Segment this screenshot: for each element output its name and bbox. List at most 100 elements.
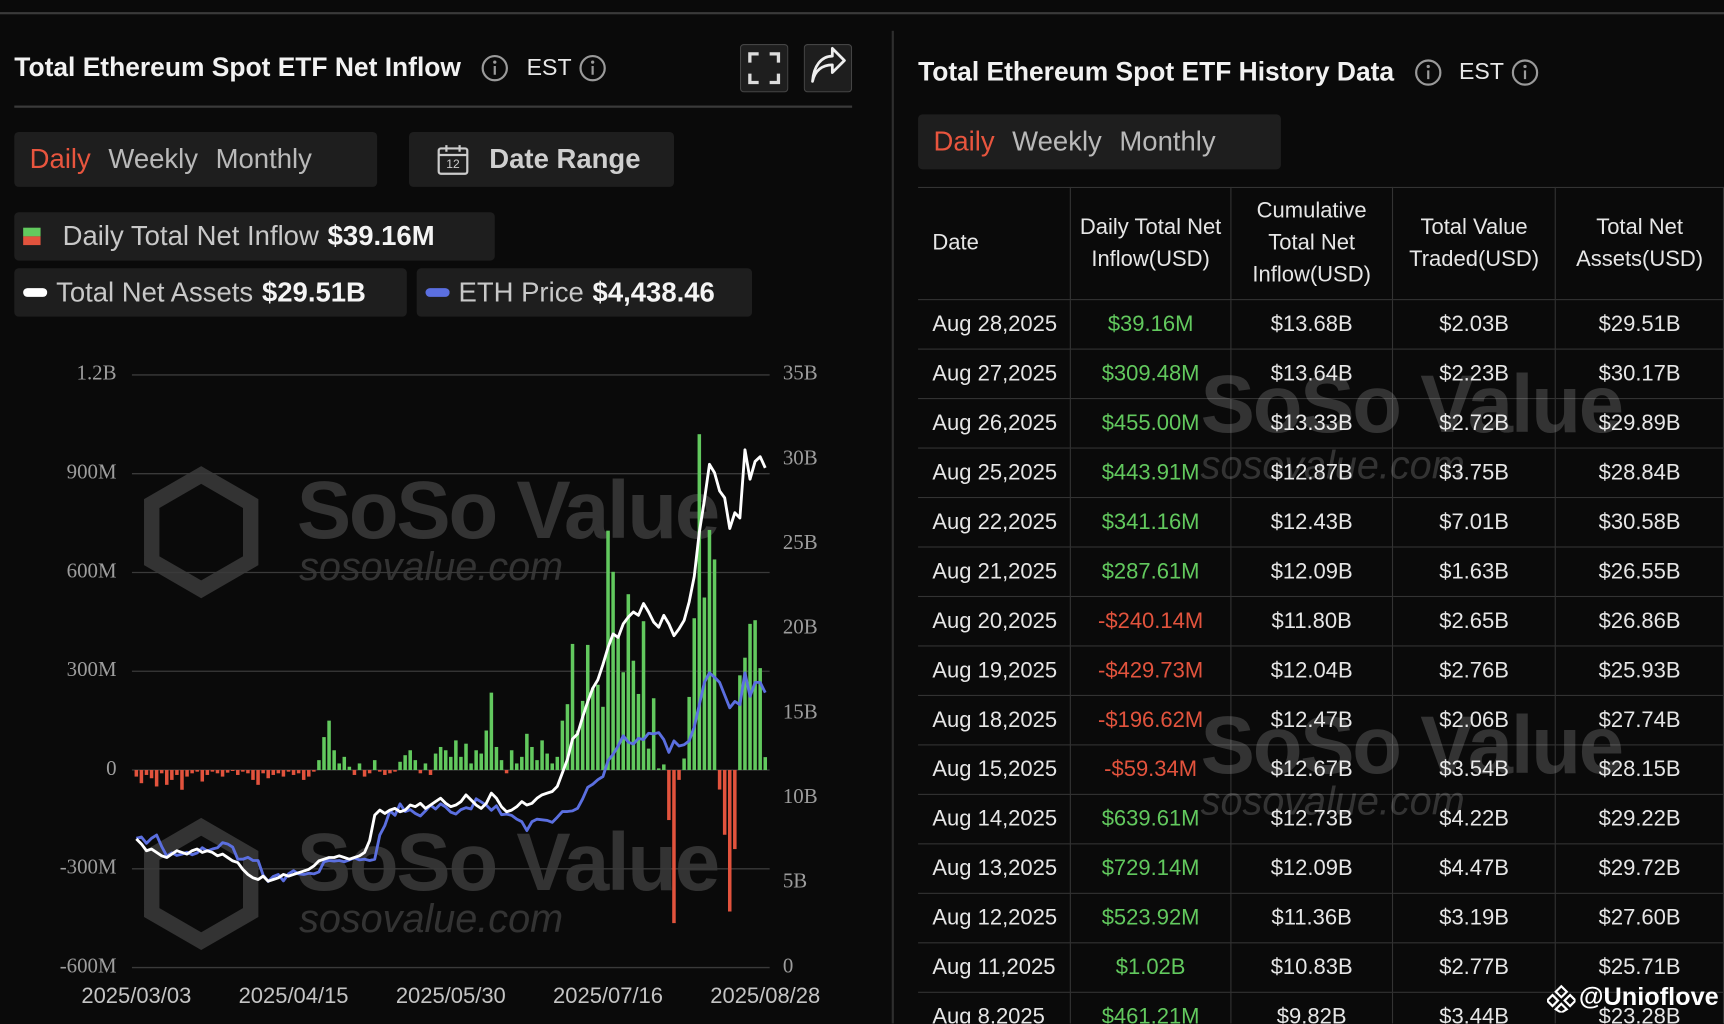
table-cell: $2.72B	[1391, 398, 1557, 449]
table-cell: $29.22B	[1555, 793, 1724, 845]
bar	[428, 770, 433, 775]
bar	[454, 740, 458, 771]
top-border	[0, 12, 1724, 14]
bar	[372, 760, 377, 771]
y-tick-label: 600M	[67, 558, 117, 582]
x-tick-label: 2025/05/30	[396, 983, 506, 1008]
bar	[398, 761, 402, 771]
bar	[251, 770, 255, 780]
bar	[180, 770, 184, 790]
table-cell: Aug 25,2025	[918, 447, 1071, 499]
table-cell: $12.09B	[1230, 843, 1393, 894]
table-row: Aug 19,2025 -$429.73M $12.04B $2.76B $25.93B	[918, 645, 1724, 696]
table-cell: $26.86B	[1555, 595, 1724, 647]
table-cell: -$240.14M	[1069, 595, 1232, 647]
bar	[230, 770, 235, 772]
bar	[484, 730, 489, 771]
table-row: Aug 21,2025 $287.61M $12.09B $1.63B $26.55B	[918, 546, 1724, 598]
column-header: Cumulative Total Net Inflow(USD)	[1230, 186, 1393, 301]
bar	[144, 770, 149, 775]
table-cell: $1.63B	[1391, 546, 1557, 598]
bar	[449, 756, 453, 771]
tab[interactable]: Daily	[933, 125, 995, 157]
bar	[464, 743, 468, 771]
bar	[200, 770, 205, 782]
table-cell: $3.54B	[1391, 744, 1557, 795]
legend-swatch	[23, 288, 48, 297]
bar	[337, 763, 341, 771]
bar	[195, 770, 199, 772]
tab[interactable]: Daily	[29, 143, 91, 175]
column-header: Date	[918, 186, 1071, 301]
info-icon[interactable]	[480, 54, 509, 83]
bar	[682, 758, 686, 771]
bar	[261, 770, 265, 774]
info-icon[interactable]	[578, 54, 607, 83]
bar	[525, 733, 529, 771]
table-cell: $4.22B	[1391, 793, 1557, 845]
bar	[738, 675, 742, 771]
timezone: EST	[526, 54, 572, 81]
tab[interactable]: Weekly	[108, 143, 199, 175]
legend-item[interactable]: ETH Price $4,438.46	[416, 268, 753, 317]
tab[interactable]: Weekly	[1012, 125, 1102, 157]
timezone: EST	[1459, 59, 1504, 85]
chart: SoSo Value sosovalue.com SoSo Value soso…	[60, 361, 821, 1008]
bar	[591, 687, 595, 771]
bar	[677, 770, 681, 780]
y2-tick-label: 30B	[783, 445, 818, 469]
table-cell: Aug 15,2025	[918, 744, 1071, 795]
bar	[570, 643, 575, 771]
table-row: Aug 25,2025 $443.91M $12.87B $3.75B $28.84B	[918, 447, 1724, 499]
legend-item[interactable]: Daily Total Net Inflow $39.16M	[14, 212, 495, 261]
table-cell: $27.74B	[1555, 694, 1724, 746]
bar	[307, 770, 311, 777]
table-cell: $10.83B	[1230, 942, 1393, 993]
bar	[555, 756, 560, 771]
table-cell: $287.61M	[1069, 546, 1232, 598]
table-row: Aug 8,2025 $461.21M $9.82B $3.44B $23.28B	[918, 991, 1724, 1024]
x-tick-label: 2025/07/16	[553, 983, 663, 1008]
info-icon[interactable]	[1511, 58, 1540, 87]
bar	[469, 763, 473, 771]
fullscreen-button[interactable]	[739, 43, 789, 93]
bar	[170, 770, 174, 780]
bar	[707, 529, 712, 771]
table-cell: Aug 18,2025	[918, 694, 1071, 746]
bar	[190, 770, 194, 774]
legend-item[interactable]: Total Net Assets $29.51B	[14, 268, 407, 317]
table-cell: $12.47B	[1230, 694, 1393, 746]
bar	[312, 770, 316, 772]
bar	[743, 657, 747, 771]
table-body: Aug 28,2025 $39.16M $13.68B $2.03B $29.51B Au…	[918, 299, 1724, 1024]
legend-label: ETH Price	[458, 276, 584, 308]
bar	[616, 637, 620, 771]
bar	[378, 770, 382, 772]
table-cell: $11.36B	[1230, 892, 1393, 944]
table-cell: $12.73B	[1230, 793, 1393, 845]
bar	[712, 559, 717, 771]
legend-value: $39.16M	[327, 220, 435, 252]
y-tick-label: -300M	[60, 855, 117, 879]
bar	[733, 770, 737, 850]
table-cell: $30.17B	[1555, 348, 1724, 400]
info-icon[interactable]	[1414, 58, 1443, 87]
bar	[236, 770, 240, 775]
table-cell: $461.21M	[1069, 991, 1232, 1024]
tab[interactable]: Monthly	[215, 143, 312, 175]
table-cell: $309.48M	[1069, 348, 1232, 400]
bar	[662, 764, 666, 771]
date-range-button[interactable]: 12 Date Range	[409, 131, 674, 187]
bar	[215, 770, 220, 774]
table-cell: $12.43B	[1230, 496, 1393, 548]
share-button[interactable]	[803, 43, 853, 93]
bar	[763, 757, 768, 771]
bar	[393, 770, 397, 772]
table-row: Aug 20,2025 -$240.14M $11.80B $2.65B $26.86B	[918, 595, 1724, 647]
legend-swatch	[23, 227, 41, 246]
bar	[692, 618, 697, 771]
table-row: Aug 18,2025 -$196.62M $12.47B $2.06B $27.74B	[918, 694, 1724, 746]
bar	[185, 770, 189, 777]
tab[interactable]: Monthly	[1119, 125, 1216, 157]
bar	[327, 720, 331, 771]
